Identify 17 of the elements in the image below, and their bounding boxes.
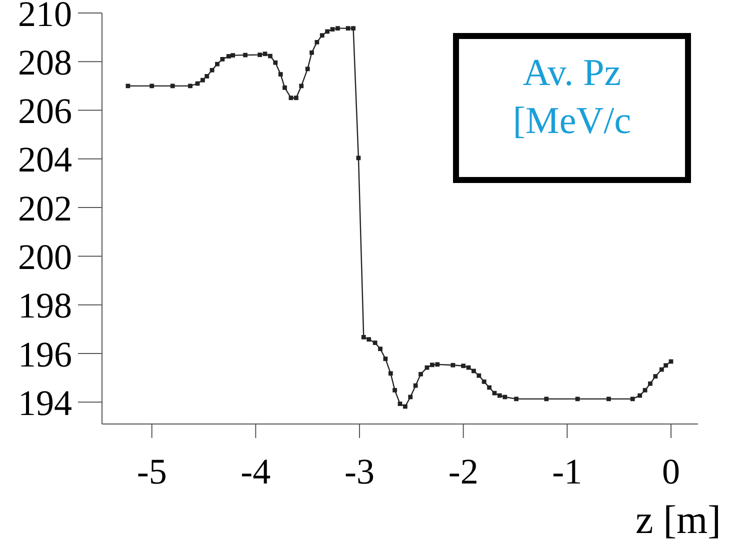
x-axis-title: z [m] <box>635 496 721 543</box>
x-tick-label: -5 <box>136 452 167 492</box>
y-tick-label: 206 <box>18 91 72 132</box>
x-tick-label: -1 <box>552 452 582 492</box>
y-tick-label: 202 <box>18 188 72 228</box>
x-tick-label: 0 <box>662 452 680 492</box>
y-tick-label: 196 <box>18 334 72 374</box>
y-tick-label: 204 <box>18 140 72 180</box>
y-tick-label: 198 <box>18 286 72 326</box>
y-tick-label: 194 <box>18 382 72 423</box>
y-tick-label: 210 <box>18 0 72 34</box>
x-tick-label: -4 <box>240 452 271 492</box>
x-tick-label: -3 <box>344 452 375 492</box>
annotation: Av. Pz [MeV/c <box>453 33 691 183</box>
y-tick-label: 208 <box>18 42 72 82</box>
y-tick-label: 200 <box>18 236 72 277</box>
x-tick-label: -2 <box>448 452 478 492</box>
